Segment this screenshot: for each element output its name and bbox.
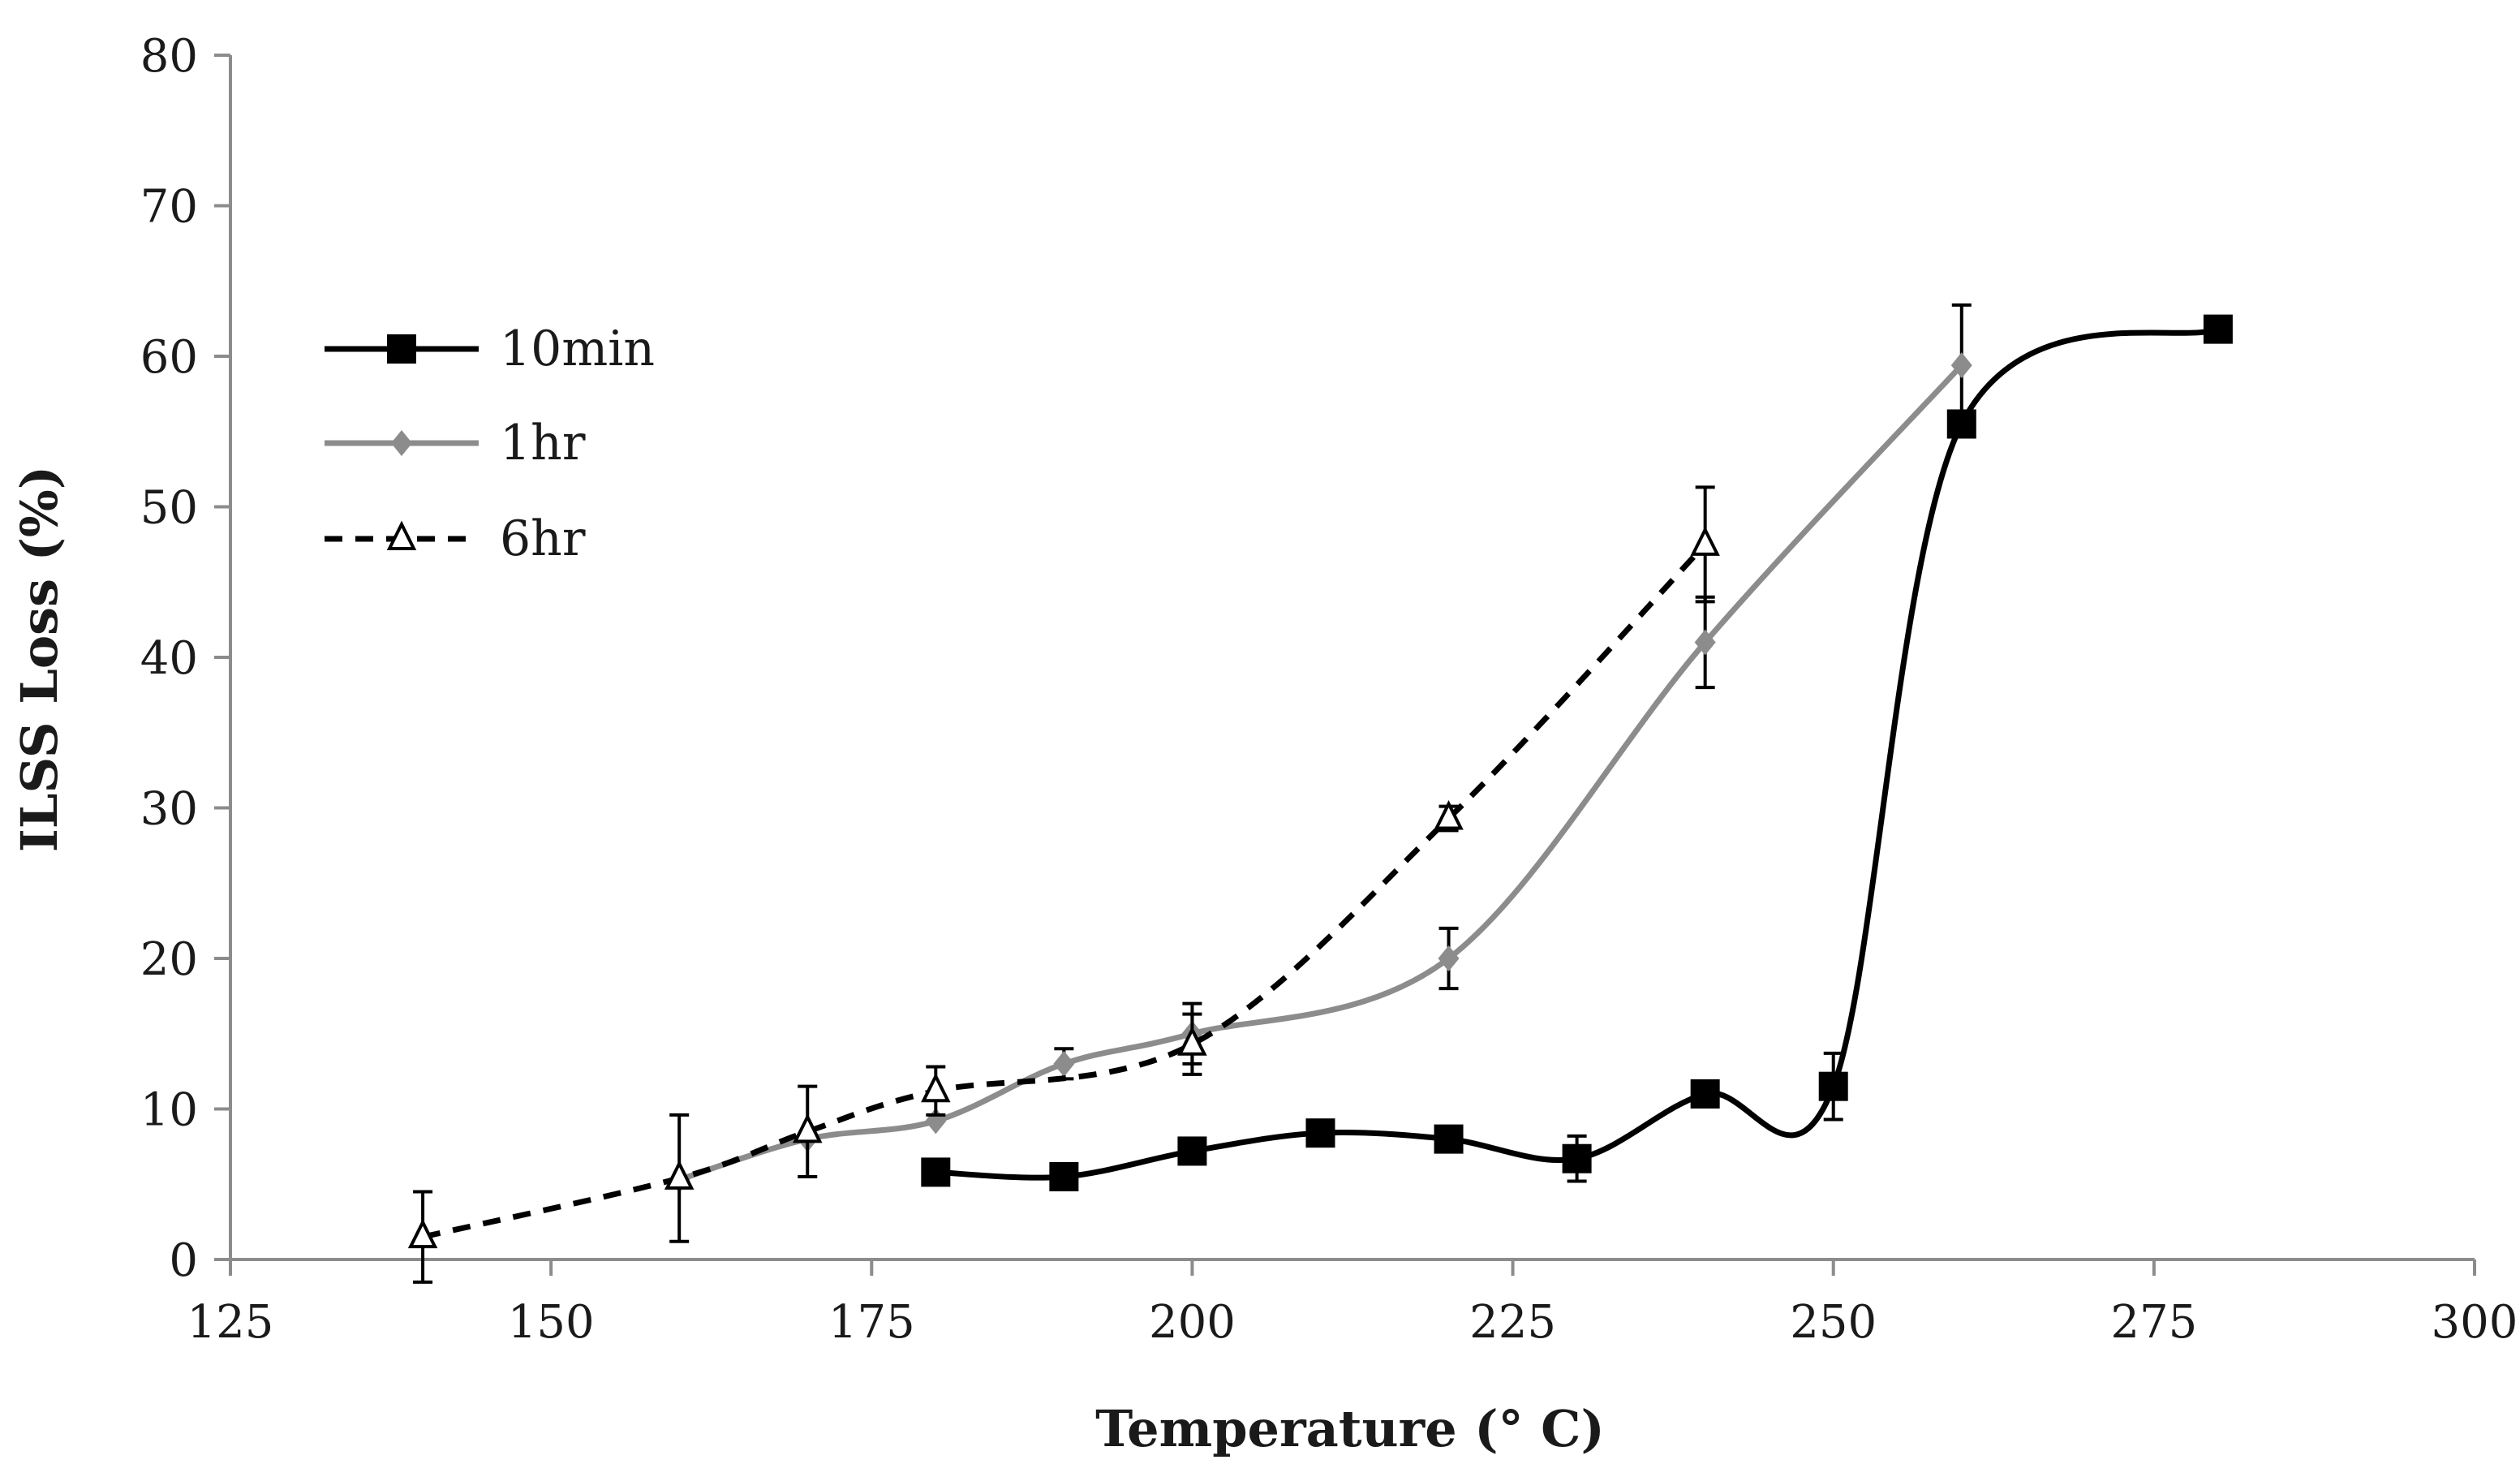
data-point-1hr — [1053, 1050, 1075, 1077]
y-tick-label: 80 — [140, 30, 198, 83]
legend: 10min 1hr 6hr — [325, 321, 655, 567]
data-point-6hr — [407, 1218, 438, 1249]
y-tick-label: 0 — [169, 1234, 198, 1287]
legend-label-10min: 10min — [500, 321, 655, 377]
data-point-6hr — [1434, 800, 1464, 830]
series-line-6hr — [422, 542, 1708, 1240]
y-tick-label: 30 — [140, 783, 198, 836]
data-point-6hr — [793, 1113, 823, 1143]
x-tick-label: 250 — [1790, 1296, 1877, 1349]
data-point-10min — [1818, 1071, 1848, 1101]
data-point-6hr — [664, 1160, 695, 1190]
y-tick-label: 20 — [140, 933, 198, 986]
data-point-6hr — [1690, 526, 1720, 556]
data-point-6hr — [921, 1072, 951, 1103]
y-tick-label: 50 — [140, 482, 198, 535]
y-tick-label: 10 — [140, 1084, 198, 1137]
series-10min — [921, 314, 2233, 1191]
x-tick-label: 300 — [2432, 1296, 2518, 1349]
y-tick-label: 40 — [140, 632, 198, 685]
series-6hr — [407, 485, 1720, 1284]
x-axis-title: Temperature (° C) — [1095, 1399, 1605, 1458]
series-line-1hr — [678, 363, 1964, 1183]
y-axis-title: ILSS Loss (%) — [10, 466, 69, 852]
axes: 0 10 20 30 40 50 60 70 80 125 150 175 200 225 250 275 30… — [140, 30, 2518, 1349]
data-point-10min — [921, 1157, 951, 1187]
legend-marker-10min — [387, 334, 416, 364]
legend-marker-1hr — [391, 430, 412, 456]
x-tick-label: 125 — [187, 1296, 274, 1349]
data-point-10min — [2203, 314, 2233, 344]
data-point-10min — [1305, 1118, 1335, 1148]
data-point-10min — [1434, 1124, 1464, 1154]
data-point-1hr — [1694, 629, 1716, 656]
x-tick-label: 150 — [508, 1296, 595, 1349]
y-tick-label: 70 — [140, 181, 198, 234]
data-point-10min — [1177, 1136, 1207, 1166]
x-tick-label: 225 — [1469, 1296, 1556, 1349]
data-point-1hr — [1950, 352, 1972, 379]
x-tick-label: 200 — [1149, 1296, 1236, 1349]
legend-label-6hr: 6hr — [500, 510, 586, 567]
data-point-6hr — [1177, 1026, 1207, 1056]
data-point-10min — [1562, 1143, 1592, 1173]
legend-marker-6hr — [386, 520, 417, 550]
data-point-10min — [1690, 1079, 1720, 1109]
data-point-1hr — [1438, 945, 1460, 971]
data-point-10min — [1049, 1161, 1079, 1191]
plot-area — [407, 303, 2233, 1284]
data-point-10min — [1946, 409, 1976, 439]
y-tick-label: 60 — [140, 331, 198, 384]
series-1hr — [669, 303, 1972, 1193]
legend-label-1hr: 1hr — [500, 415, 586, 471]
x-tick-label: 175 — [828, 1296, 915, 1349]
x-tick-label: 275 — [2110, 1296, 2197, 1349]
